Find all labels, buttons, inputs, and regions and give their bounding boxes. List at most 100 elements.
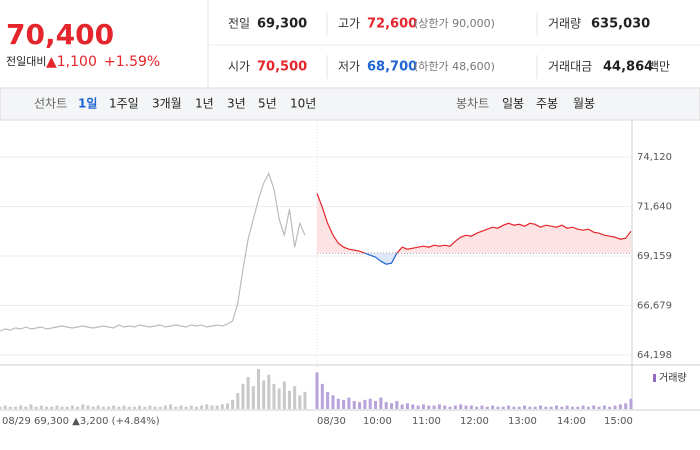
volume-bar [70,405,74,409]
volume-bar [347,397,351,409]
volume-bar [169,404,173,409]
volume-bar [528,406,532,409]
volume-bar [65,406,69,409]
y-tick-label: 64,198 [637,350,672,361]
x-label: 14:00 [557,416,586,427]
volume-bar [112,405,116,409]
volume-bar [432,405,436,409]
volume-bar [287,390,291,409]
volume-bar [205,404,209,409]
x-label: 13:00 [508,416,537,427]
volume-bar [368,398,372,409]
volume-bar [586,406,590,409]
volume-bar [138,405,142,409]
tab[interactable]: 1년 [195,97,214,111]
tab[interactable]: 3년 [227,97,246,111]
volume-bar [629,398,633,409]
volume-bar [379,397,383,409]
volume-bar [315,372,319,409]
tab-group-label: 선차트 [34,97,67,111]
volume-bar [565,405,569,409]
volume-bar [50,406,54,409]
volume-bar [267,374,271,409]
stat-value: 70,500 [257,60,307,75]
volume-bar [107,406,111,409]
y-tick-label: 71,640 [637,201,672,212]
price-line-down [363,253,398,265]
volume-bar [576,406,580,409]
volume-bar [122,405,126,409]
x-label: 15:00 [604,416,633,427]
volume-bar [475,406,479,409]
volume-bar [153,406,157,409]
volume-bar [184,406,188,409]
y-tick-label: 66,679 [637,300,672,311]
volume-bar [251,386,255,409]
tab[interactable]: 1주일 [109,97,139,111]
change-pct: +1.59% [104,54,160,70]
volume-bar [282,381,286,409]
volume-bar [427,405,431,409]
volume-bar [352,401,356,409]
volume-bar [496,406,500,409]
volume-bar [210,405,214,409]
volume-bar [453,405,457,409]
volume-bar [342,399,346,409]
volume-bar [39,405,43,409]
volume-bar [448,406,452,409]
tab-bar [0,87,700,121]
legend-swatch [653,374,656,382]
volume-bar [19,405,23,409]
tab[interactable]: 5년 [258,97,277,111]
stat-value: 69,300 [257,17,307,32]
volume-bar [358,402,362,409]
volume-bar [96,405,100,409]
volume-bar [117,406,121,409]
volume-bar [405,403,409,409]
volume-bar [60,406,64,409]
stat-label: 저가 [338,60,360,74]
stat-unit: 백만 [648,60,670,74]
change-label: 전일대비 [6,54,46,68]
price-line-up [316,193,632,254]
volume-bar [326,391,330,409]
stat-label: 거래량 [548,17,581,31]
volume-bar [34,406,38,409]
volume-bar [236,393,240,409]
volume-bar [81,404,85,409]
volume-bar [523,405,527,409]
volume-bar [127,406,131,409]
tab[interactable]: 10년 [290,97,316,111]
tab[interactable]: 일봉 [502,97,524,111]
volume-bar [189,405,193,409]
header-bg [0,0,700,88]
volume-bar [480,405,484,409]
volume-bar [443,405,447,409]
volume-bar [512,406,516,409]
price: 70,400 [6,18,114,51]
volume-bar [143,406,147,409]
volume-bar [437,404,441,409]
volume-bar [262,380,266,409]
volume-bar [581,405,585,409]
tab[interactable]: 3개월 [152,97,182,111]
volume-bar [215,405,219,409]
volume-bar [277,388,281,409]
volume-bar [331,395,335,409]
tab[interactable]: 1일 [78,97,97,111]
volume-bar [464,405,468,409]
volume-bar [179,405,183,409]
tab[interactable]: 주봉 [536,97,558,111]
volume-bar [549,406,553,409]
volume-bar [246,377,250,409]
volume-bar [55,405,59,409]
volume-bar [148,405,152,409]
tab[interactable]: 월봉 [573,97,595,111]
volume-bar [158,406,162,409]
volume-bar [91,406,95,409]
volume-bar [298,395,302,409]
stat-note: (상한가 90,000) [414,17,495,30]
legend-label: 거래량 [659,372,687,384]
volume-bar [618,404,622,409]
